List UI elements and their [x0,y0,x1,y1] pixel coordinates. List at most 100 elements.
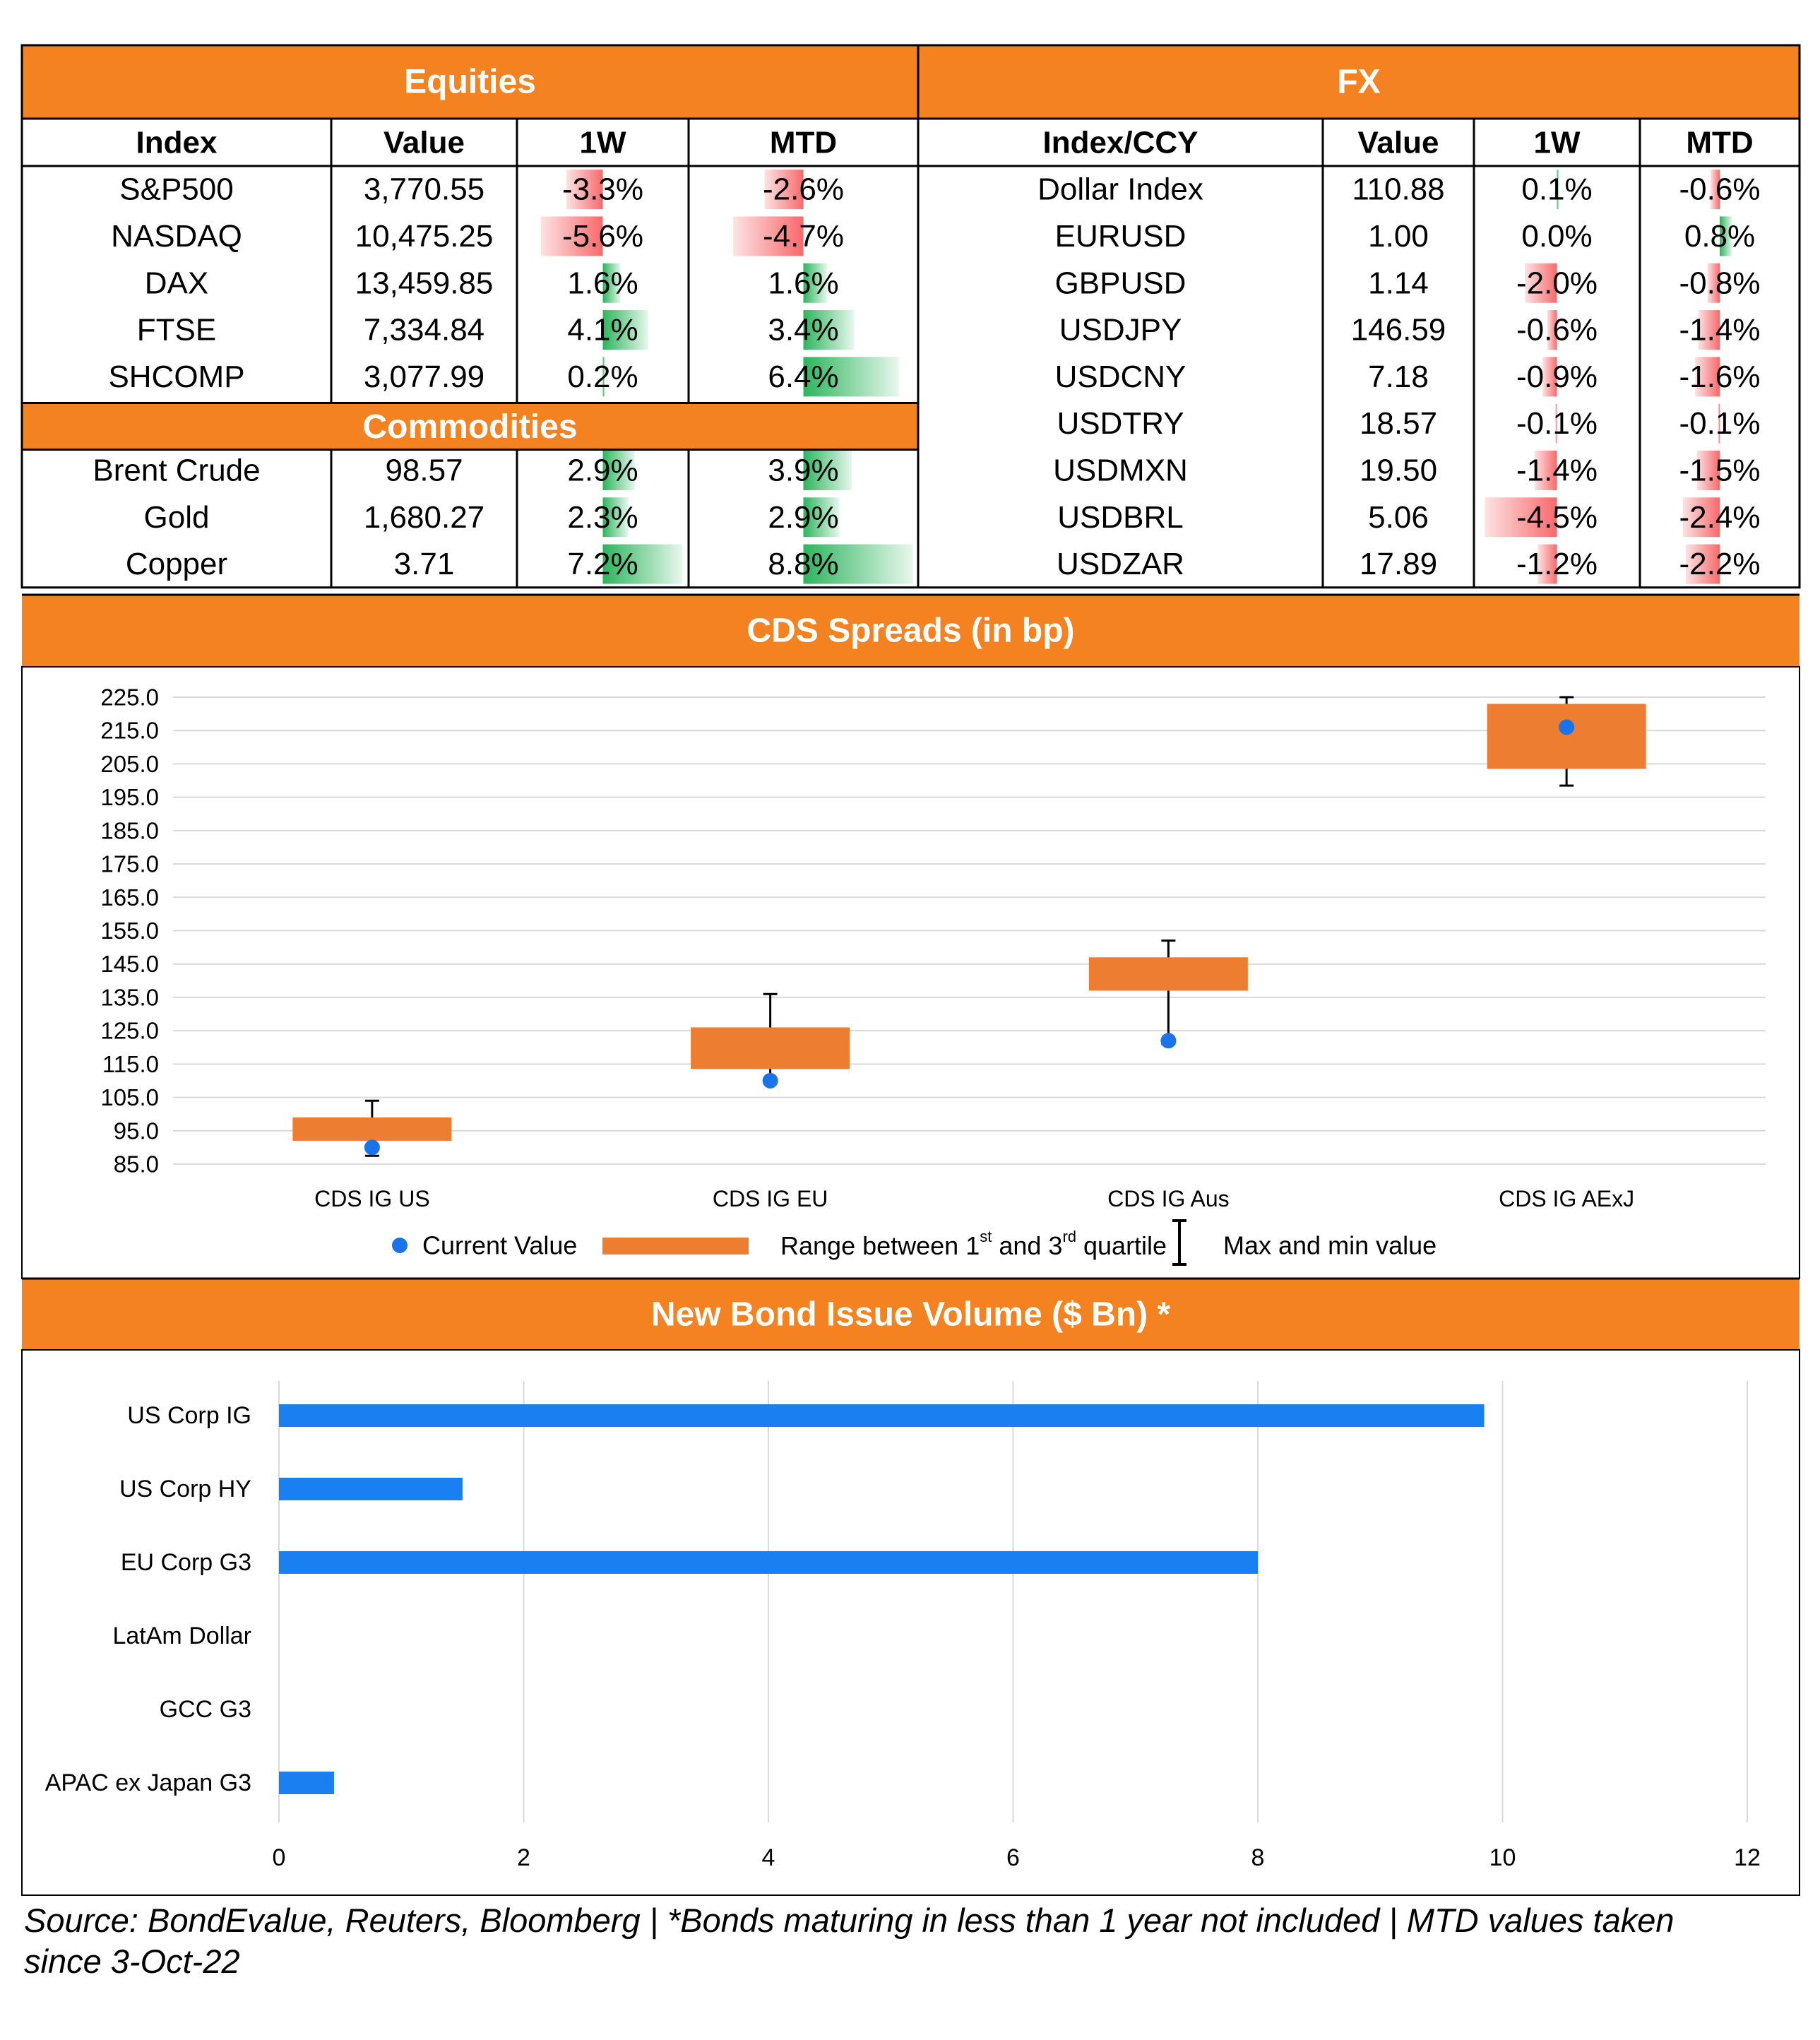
equity-name: FTSE [137,313,216,348]
fx-value: 18.57 [1360,406,1437,441]
fx-value: 17.89 [1360,547,1437,581]
bonds-x-tick-label: 2 [517,1844,530,1871]
legend-range-label: Range between 1st and 3rd quartile [780,1228,1167,1260]
fx-value: 1.14 [1368,266,1429,300]
bonds-bar [279,1551,1258,1574]
fx-1w-bar [1557,170,1559,210]
cds-current-value-point [762,1072,778,1089]
fx-value: 1.00 [1368,219,1429,254]
cds-current-value-point [1559,719,1575,735]
fx-1w-bar [1485,497,1557,538]
bonds-x-tick-label: 8 [1251,1844,1265,1871]
commodity-1w: 2.9% [567,453,638,487]
commodity-mtd-bar [803,544,913,584]
footnote-line-2: since 3-Oct-22 [24,1943,240,1980]
fx-1w-bar [1534,450,1557,490]
cds-y-tick-label: 185.0 [100,817,159,843]
cds-box-1 [292,1117,452,1141]
fx-header-bar [918,45,1800,119]
cds-y-tick-label: 145.0 [100,951,159,977]
fx-mtd: -2.4% [1679,500,1761,535]
bonds-bar [279,1404,1485,1427]
equity-1w: 4.1% [567,313,638,348]
cds-x-tick-label: CDS IG EU [713,1186,828,1211]
cds-y-tick-label: 175.0 [100,851,159,877]
fx-1w: -1.4% [1516,453,1598,487]
fx-name: USDJPY [1059,313,1182,348]
cds-y-tick-label: 105.0 [100,1084,159,1110]
cds-y-tick-label: 205.0 [100,751,159,777]
bonds-category-label: US Corp IG [127,1402,251,1429]
fx-name: EURUSD [1055,219,1186,254]
bonds-x-tick-label: 12 [1734,1844,1761,1871]
cds-header-bar [22,595,1800,667]
equity-mtd: 6.4% [768,360,838,394]
fx-title: FX [1337,64,1380,101]
fx-mtd-bar [1695,357,1720,397]
bonds-x-tick-label: 10 [1489,1844,1516,1871]
fx-mtd-bar [1710,170,1720,210]
fx-mtd: -1.4% [1679,313,1761,348]
equity-1w-bar [566,170,603,210]
cds-y-tick-label: 165.0 [100,884,159,911]
commodity-mtd-bar [803,450,852,490]
commodities-header-bar [22,403,918,450]
equity-1w-bar [602,357,605,397]
equities-col-header: 1W [580,126,626,160]
equity-value: 7,334.84 [364,313,484,348]
bonds-x-tick-label: 4 [762,1844,775,1871]
bonds-category-label: GCC G3 [160,1696,251,1723]
fx-value: 5.06 [1368,500,1429,535]
equity-name: SHCOMP [108,360,244,394]
commodity-1w-bar [602,544,683,584]
fx-mtd-bar [1696,450,1720,490]
equity-mtd-bar [803,357,899,397]
fx-1w: -0.9% [1516,360,1598,394]
equity-mtd-bar [733,216,804,256]
equity-mtd: 1.6% [768,266,838,300]
equities-col-header: Value [383,126,465,160]
commodity-1w-bar [602,497,629,538]
fx-mtd: -1.6% [1679,360,1761,394]
fx-1w-bar [1538,544,1557,584]
fx-name: USDBRL [1057,500,1184,535]
fx-1w-bar [1555,403,1557,444]
fx-name: USDZAR [1057,547,1184,581]
equity-1w: -5.6% [562,219,643,254]
commodities-title: Commodities [362,408,577,446]
fx-col-header: MTD [1686,126,1753,160]
fx-1w-bar [1542,357,1557,397]
fx-1w: -2.0% [1516,266,1598,300]
cds-y-tick-label: 215.0 [100,718,159,744]
commodity-1w: 2.3% [567,500,638,535]
commodity-1w: 7.2% [567,547,638,581]
equity-mtd-bar [764,170,804,210]
bonds-x-tick-label: 0 [273,1844,286,1871]
source-footnote: Source: BondEvalue, Reuters, Bloomberg |… [24,1900,1776,1982]
cds-box-2 [691,1027,850,1069]
fx-value: 110.88 [1352,172,1444,207]
table-border [20,44,1801,589]
cds-y-tick-label: 155.0 [100,918,159,944]
fx-mtd-bar [1698,310,1720,350]
commodity-mtd: 3.9% [768,453,838,487]
commodity-mtd: 2.9% [768,500,838,535]
equity-1w: 0.2% [567,360,638,394]
bonds-chart-frame [21,1349,1800,1896]
equity-name: S&P500 [119,172,233,207]
fx-1w: 0.1% [1521,172,1592,207]
fx-col-header: Index/CCY [1042,126,1198,160]
equity-mtd-bar [803,263,828,303]
equity-1w: -3.3% [562,172,643,207]
equity-1w-bar [602,263,621,303]
commodity-value: 98.57 [385,453,463,487]
cds-x-tick-label: CDS IG US [314,1186,430,1211]
fx-name: USDTRY [1057,406,1184,441]
legend-range-marker [602,1238,749,1255]
bonds-category-label: EU Corp G3 [121,1549,251,1576]
fx-name: Dollar Index [1037,172,1203,207]
commodity-name: Copper [126,547,227,581]
cds-y-tick-label: 195.0 [100,784,159,810]
cds-current-value-point [1160,1033,1177,1049]
